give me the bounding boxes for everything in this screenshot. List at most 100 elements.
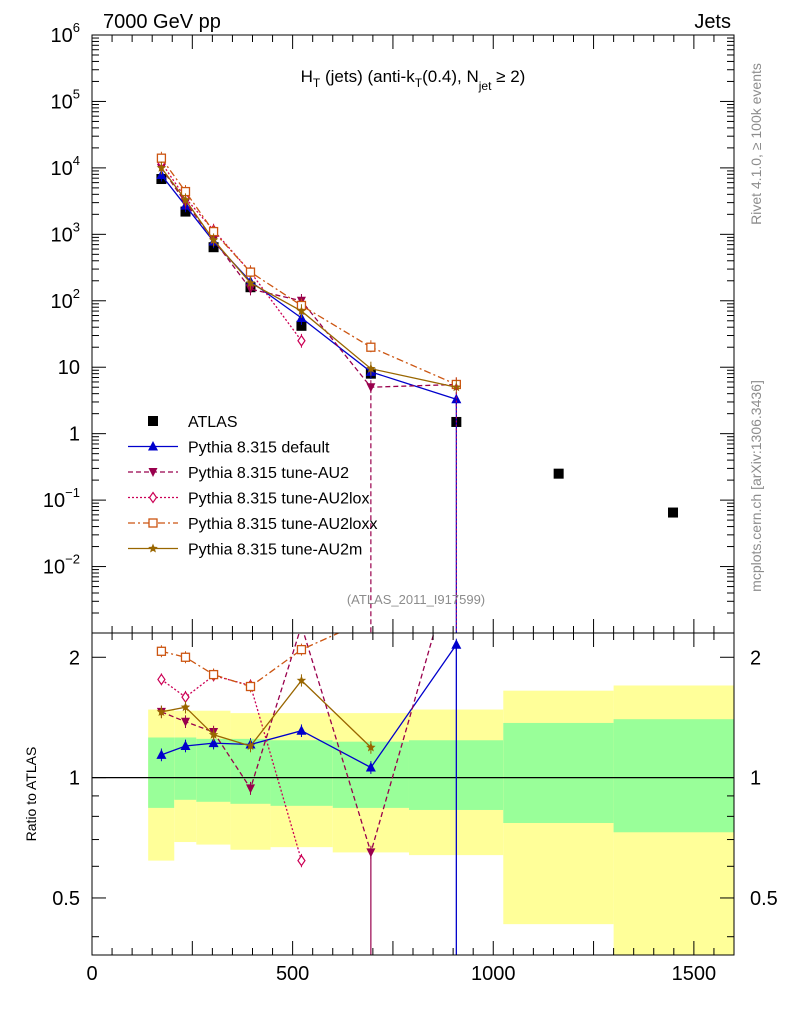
legend-label: Pythia 8.315 tune-AU2loxx xyxy=(188,516,377,533)
legend-marker xyxy=(148,416,158,426)
green-band-bin xyxy=(148,737,175,808)
ratio-data-point xyxy=(365,761,376,772)
ratio-data-point xyxy=(180,702,191,712)
analysis-watermark: (ATLAS_2011_I917599) xyxy=(347,592,485,607)
legend: ATLAS Pythia 8.315 default Pythia 8.315 tu… xyxy=(128,414,377,559)
uncertainty-bands xyxy=(148,685,734,955)
main-y-tick-label: 102 xyxy=(51,286,80,313)
main-y-tick-label: 106 xyxy=(51,20,80,47)
main-data-point xyxy=(245,267,256,277)
main-data-point xyxy=(245,278,256,288)
main-y-tick-label: 1 xyxy=(69,424,80,446)
green-band-bin xyxy=(613,719,734,833)
green-band-bin xyxy=(503,722,614,823)
ratio-data-point xyxy=(156,749,167,759)
ratio-plot-series xyxy=(156,622,462,955)
ratio-data-point xyxy=(366,742,376,752)
ratio-data-point xyxy=(181,691,190,704)
main-y-tick-label: 10−2 xyxy=(43,552,80,579)
ratio-series-pythia-8-315-tune-au2loxx xyxy=(156,633,341,693)
main-data-point xyxy=(366,363,376,373)
main-data-point xyxy=(296,306,307,316)
main-data-point xyxy=(296,320,307,331)
main-data-point xyxy=(156,162,167,172)
ratio-data-point xyxy=(156,706,167,716)
legend-marker xyxy=(148,543,158,553)
main-series-line xyxy=(160,167,457,388)
axis-ticks xyxy=(91,35,735,955)
legend-marker xyxy=(148,518,158,528)
main-y-tick-label: 105 xyxy=(51,86,80,113)
ratio-y-axis-label: Ratio to ATLAS xyxy=(23,747,39,842)
ratio-data-point xyxy=(208,669,219,680)
process-label: Jets xyxy=(694,11,731,33)
rivet-label: Rivet 4.1.0, ≥ 100k events xyxy=(748,63,764,225)
ratio-series-line xyxy=(161,679,372,748)
ratio-y-tick-label: 2 xyxy=(69,647,80,669)
legend-marker xyxy=(148,491,158,504)
x-tick-label: 1000 xyxy=(471,963,516,985)
ratio-data-point xyxy=(245,681,256,692)
legend-item: Pythia 8.315 tune-AU2lox xyxy=(128,491,369,508)
ratio-y-tick-label-right: 2 xyxy=(750,647,761,669)
main-y-tick-label: 103 xyxy=(51,219,80,246)
main-series-pythia-8-315-default xyxy=(156,168,462,407)
ratio-series-pythia-8-315-tune-au2m xyxy=(156,674,376,754)
main-series-line xyxy=(160,167,457,388)
ratio-y-tick-label: 0.5 xyxy=(52,888,80,910)
main-data-point xyxy=(156,153,167,163)
ratio-series-line xyxy=(161,633,341,688)
ratio-data-point xyxy=(296,644,307,655)
main-series-line xyxy=(160,157,457,386)
axis-tick-labels: 10−2 10−1 1 10 102 103 104 105 106 0.5 0.5 1 1 2 2 0 500… xyxy=(43,20,778,985)
ratio-data-point xyxy=(245,784,255,794)
ratio-data-point xyxy=(208,737,219,748)
main-data-point xyxy=(366,342,376,352)
legend-item: Pythia 8.315 tune-AU2m xyxy=(128,542,362,559)
main-data-point xyxy=(180,194,191,204)
legend-marker xyxy=(148,468,158,477)
legend-label: Pythia 8.315 tune-AU2m xyxy=(188,542,362,559)
main-y-tick-label: 10 xyxy=(58,357,80,379)
plot-title: HT (jets) (anti-kT(0.4), Njet ≥ 2) xyxy=(301,67,526,93)
ratio-data-point xyxy=(208,729,219,739)
main-plot-series xyxy=(156,151,679,633)
main-data-point xyxy=(668,507,679,518)
legend-item: Pythia 8.315 tune-AU2 xyxy=(128,465,349,482)
ratio-data-point xyxy=(180,717,190,727)
legend-label: Pythia 8.315 tune-AU2 xyxy=(188,465,349,482)
ratio-data-point xyxy=(451,639,462,649)
ratio-data-point xyxy=(245,741,256,750)
ratio-data-point xyxy=(297,622,306,631)
main-series-pythia-8-315-tune-au2 xyxy=(156,161,461,395)
energy-label: 7000 GeV pp xyxy=(103,11,221,33)
ratio-data-point xyxy=(156,646,167,656)
legend-label: Pythia 8.315 default xyxy=(188,440,330,457)
ratio-y-tick-label-right: 1 xyxy=(750,768,761,790)
main-y-tick-label: 10−1 xyxy=(43,485,80,512)
main-data-point xyxy=(451,382,462,392)
main-data-point xyxy=(208,235,219,245)
ratio-data-point xyxy=(180,652,191,662)
ratio-data-point xyxy=(296,675,307,685)
green-band-bin xyxy=(270,740,333,806)
ratio-data-point xyxy=(180,740,191,750)
legend-marker xyxy=(148,441,158,451)
main-data-point xyxy=(553,468,564,479)
green-band-bin xyxy=(174,737,197,800)
ratio-y-tick-label: 1 xyxy=(69,768,80,790)
mcplots-label: mcplots.cern.ch [arXiv:1306.3436] xyxy=(748,380,764,592)
x-tick-label: 500 xyxy=(276,963,309,985)
legend-item: Pythia 8.315 default xyxy=(128,440,330,457)
ratio-y-tick-label-right: 0.5 xyxy=(750,888,778,910)
main-data-point xyxy=(156,169,167,180)
main-data-point xyxy=(297,334,306,347)
x-tick-label: 1500 xyxy=(672,963,717,985)
ratio-data-point xyxy=(157,673,166,686)
legend-item: ATLAS xyxy=(148,414,238,431)
main-series-pythia-8-315-tune-au2m xyxy=(156,161,462,395)
ratio-data-point xyxy=(297,854,306,867)
ratio-data-point xyxy=(296,725,307,735)
legend-label: ATLAS xyxy=(188,414,238,431)
